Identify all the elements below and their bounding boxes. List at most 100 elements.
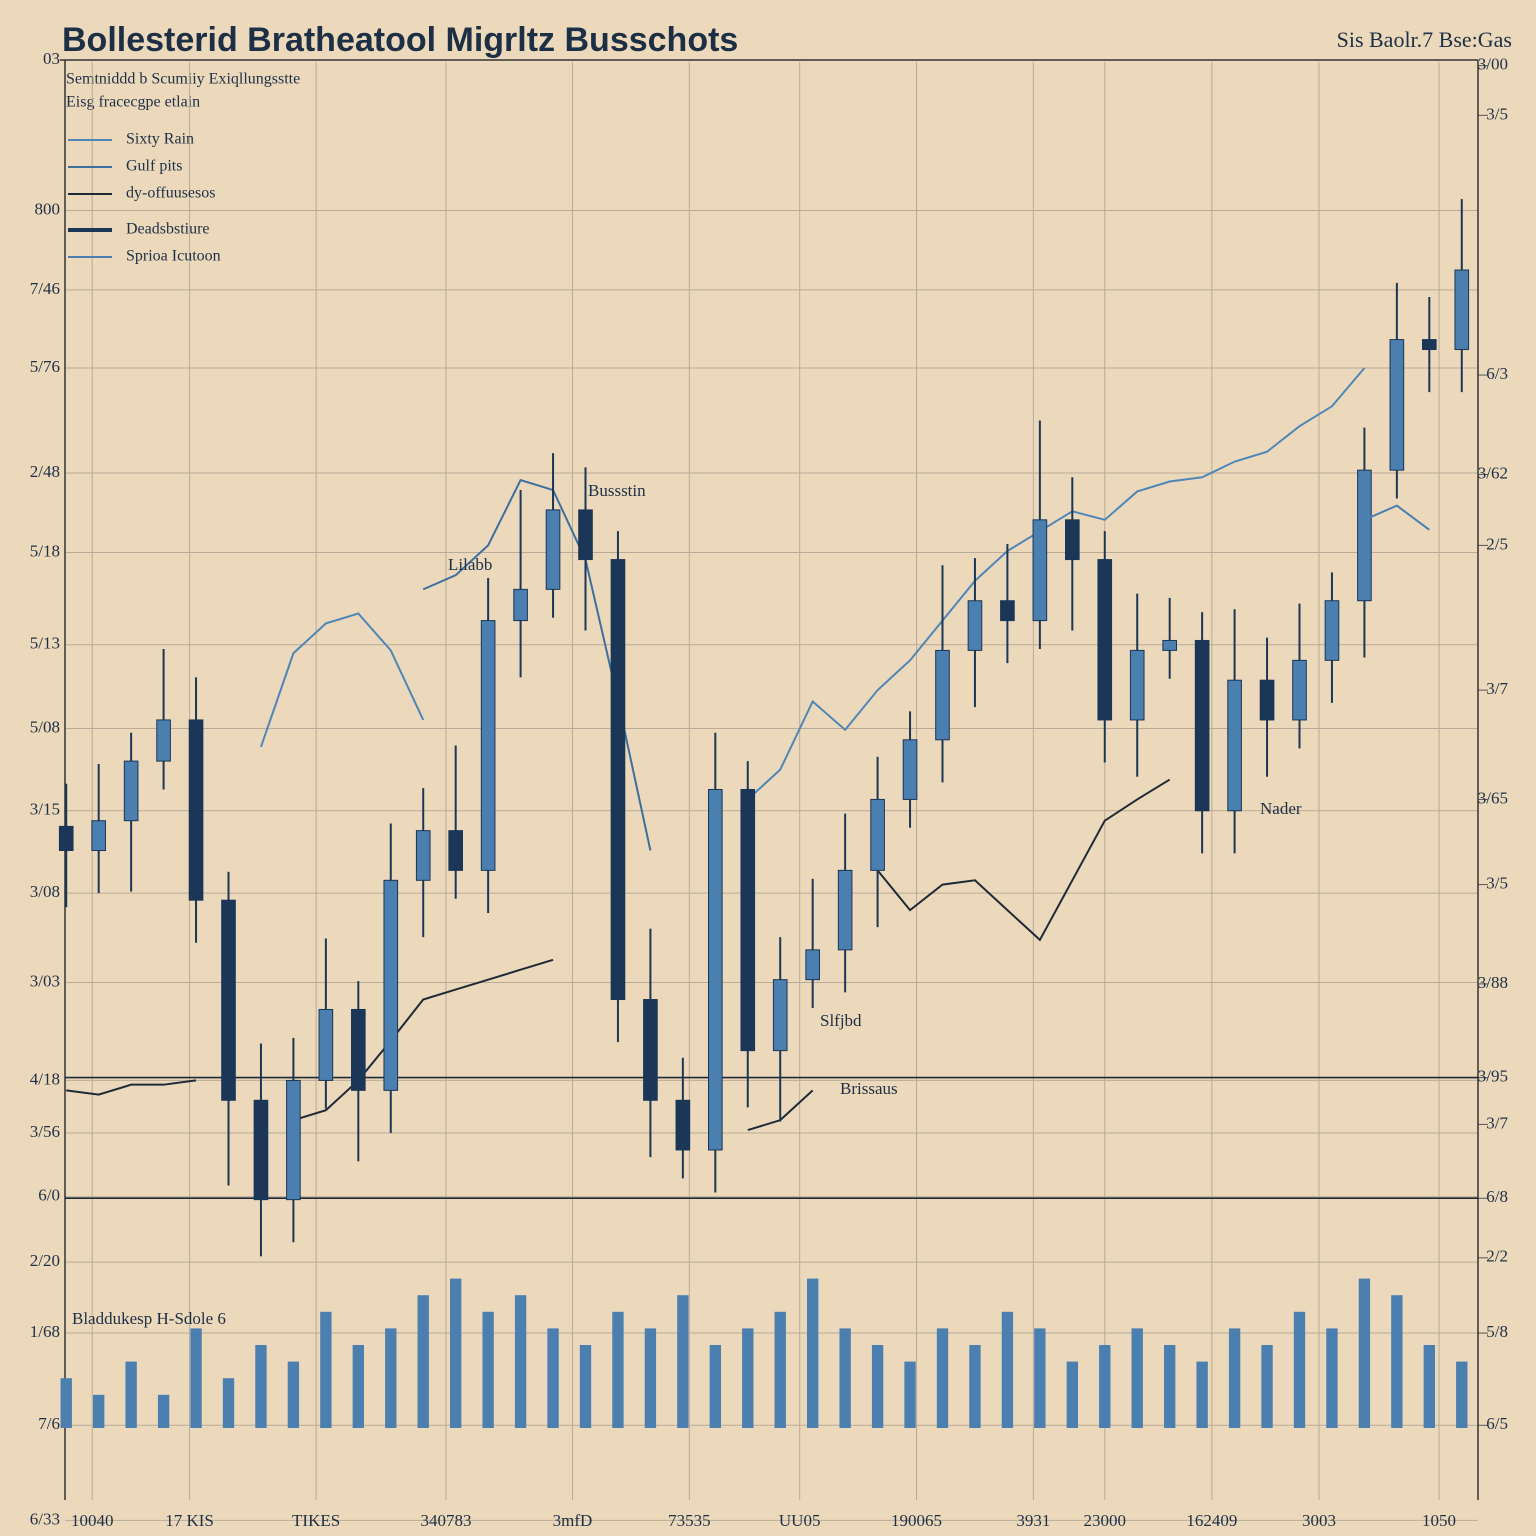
candle-body [188, 719, 204, 901]
candle-body [578, 509, 593, 561]
line-series [260, 367, 1366, 801]
volume-bar [839, 1328, 851, 1428]
candle-body [772, 979, 788, 1052]
annotation: Brissaus [840, 1079, 898, 1098]
volume-bar [1196, 1361, 1208, 1428]
volume-bar [1228, 1328, 1241, 1428]
candle-body [1259, 679, 1275, 721]
candle-body [1000, 600, 1015, 622]
subtitle: Semtniddd b Scumiiy Exiqllungsstte [66, 71, 300, 88]
corner-label: Sis Baolr.7 Bse:Gas [1337, 27, 1512, 52]
candle-body [286, 1079, 301, 1201]
volume-bar [222, 1378, 235, 1428]
candle-body [545, 509, 561, 590]
volume-bar [417, 1295, 429, 1428]
x-tick-label: 73535 [668, 1511, 711, 1530]
candle-body [58, 825, 74, 852]
y2-tick-label: 3/5 [1486, 104, 1508, 123]
candle-body [253, 1099, 269, 1201]
volume-bar [385, 1328, 397, 1428]
volume-bar [60, 1378, 72, 1428]
candle-body [156, 719, 171, 762]
candle-body [480, 620, 496, 871]
x-tick-label: 1050 [1422, 1511, 1456, 1530]
y-tick-label: 6/33 [30, 1509, 60, 1528]
volume-bar [1131, 1328, 1143, 1428]
volume-bar [1261, 1345, 1273, 1428]
volume-bar [904, 1361, 916, 1428]
chart-title: Bollesterid Bratheatool Migrltz Busschot… [62, 21, 738, 59]
volume-bar [93, 1394, 105, 1428]
y-tick-label: 4/18 [30, 1069, 60, 1088]
volume-bar [936, 1328, 949, 1428]
x-tick-label: 162409 [1186, 1511, 1237, 1530]
y2-tick-label: 6/5 [1486, 1414, 1508, 1433]
candle-body [1162, 639, 1177, 651]
annotation: Lilabb [448, 555, 492, 574]
x-tick-label: 3mfD [553, 1511, 593, 1530]
legend-label: Gulf pits [126, 158, 182, 175]
y-tick-label: 3/56 [30, 1122, 60, 1141]
candle-body [1227, 679, 1242, 812]
candle-body [870, 798, 885, 871]
candle-body [643, 999, 658, 1101]
candle-body [1324, 600, 1340, 661]
candle-body [221, 899, 236, 1101]
x-tick-label: 190065 [891, 1511, 942, 1530]
y2-tick-label: 6/8 [1486, 1187, 1508, 1206]
volume-bar [709, 1345, 721, 1428]
y-tick-label: 7/46 [30, 279, 60, 298]
candle-body [1422, 339, 1437, 351]
y2-tick-label: 3/5 [1486, 873, 1508, 892]
y-tick-label: 2/48 [30, 462, 60, 481]
annotation: Slfjbd [820, 1011, 862, 1030]
volume-bar [1034, 1328, 1046, 1428]
y-tick-label: 5/76 [30, 357, 60, 376]
y2-tick-label: 3/7 [1486, 1113, 1508, 1132]
y2-tick-label: 6/3 [1486, 364, 1508, 383]
candle-body [383, 879, 399, 1091]
volume-bar [1423, 1345, 1435, 1428]
volume-bar [774, 1311, 786, 1428]
candle-body [91, 820, 106, 852]
candle-body [967, 600, 983, 651]
annotation: Bussstin [588, 481, 646, 500]
volume-bar [547, 1328, 559, 1428]
x-tick-label: 3003 [1302, 1511, 1336, 1530]
volume-bar [450, 1278, 462, 1428]
y2-tick-label: 3/7 [1486, 679, 1508, 698]
volume-bar [190, 1328, 202, 1428]
x-tick-label: 23000 [1084, 1511, 1127, 1530]
y-tick-label: 800 [35, 199, 61, 218]
line-series [66, 778, 1171, 1132]
candle-body [902, 739, 918, 800]
volume-bar [612, 1311, 624, 1428]
y-tick-label: 1/68 [30, 1322, 60, 1341]
y-tick-label: 3/15 [30, 800, 60, 819]
volume-bar [320, 1311, 332, 1428]
candle-body [1194, 639, 1210, 812]
candle-body [1097, 559, 1113, 721]
candle-body [1032, 519, 1048, 622]
volume-bar [157, 1394, 170, 1428]
volume-bar [1293, 1311, 1306, 1428]
volume-bar [1326, 1328, 1338, 1428]
volume-bar [1456, 1361, 1468, 1428]
volume-bar [1099, 1345, 1111, 1428]
x-tick-label: 10040 [71, 1511, 114, 1530]
candle-body [1454, 269, 1470, 351]
y-tick-label: 3/03 [30, 971, 60, 990]
volume-bar [352, 1345, 364, 1428]
y-tick-label: 3/08 [30, 882, 60, 901]
candle-body [1292, 659, 1307, 721]
volume-bar [807, 1278, 819, 1428]
candle-body [513, 588, 528, 622]
volume-title: Bladdukesp H-Sdole 6 [72, 1309, 226, 1328]
y-tick-label: 6/0 [38, 1186, 60, 1205]
volume-bar [1358, 1278, 1371, 1428]
subtitle: Eisg fracecgpe etlain [66, 94, 200, 111]
volume-bar [1391, 1295, 1403, 1428]
candle-body [1389, 339, 1405, 471]
candle-body [1357, 469, 1372, 602]
